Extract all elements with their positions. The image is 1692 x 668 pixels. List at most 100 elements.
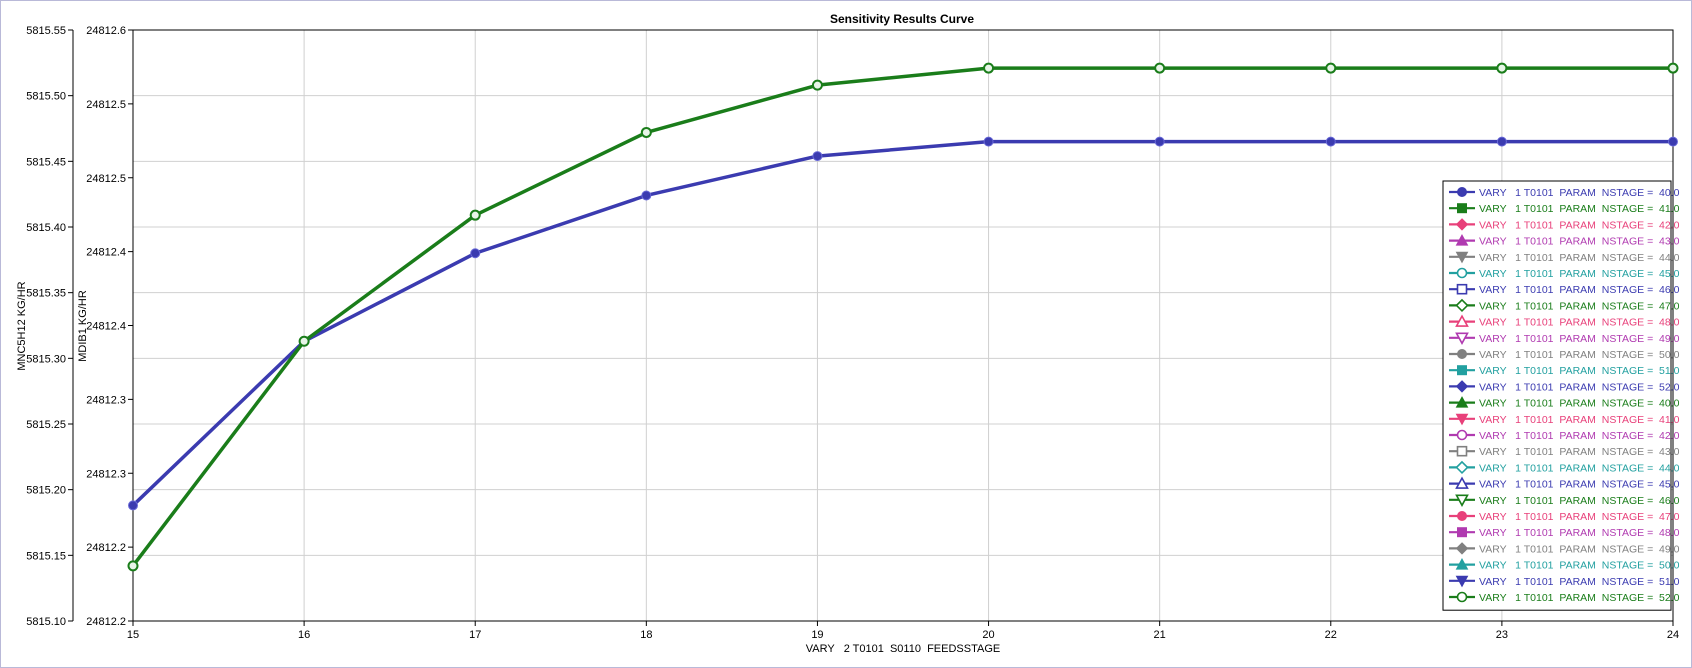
series-point	[641, 190, 652, 201]
legend-marker	[1456, 283, 1468, 295]
legend-label: VARY 1 T0101 PARAM NSTAGE = 40.0	[1479, 398, 1680, 410]
legend-marker	[1455, 542, 1469, 555]
x-tick-label: 21	[1154, 629, 1166, 641]
legend-marker	[1455, 476, 1469, 489]
y-right-tick-label: 24812.3	[86, 468, 126, 480]
legend-marker	[1456, 591, 1468, 603]
plot-area-border	[132, 29, 1674, 622]
legend-marker	[1457, 365, 1467, 376]
series-point	[469, 209, 481, 221]
legend-label: VARY 1 T0101 PARAM NSTAGE = 43.0	[1479, 236, 1680, 248]
series-point	[1496, 62, 1508, 74]
y-left-tick-label: 5815.50	[26, 91, 66, 103]
legend-item: VARY 1 T0101 PARAM NSTAGE = 40.0	[1449, 396, 1680, 410]
x-tick-label: 20	[982, 629, 994, 641]
legend-marker	[1455, 298, 1469, 313]
legend-marker	[1457, 349, 1467, 359]
x-tick-label: 17	[469, 629, 481, 641]
legend-item: VARY 1 T0101 PARAM NSTAGE = 41.0	[1449, 203, 1680, 215]
series-point	[812, 151, 823, 162]
series-point	[470, 248, 481, 259]
legend-label: VARY 1 T0101 PARAM NSTAGE = 51.0	[1479, 365, 1680, 377]
legend-label: VARY 1 T0101 PARAM NSTAGE = 42.0	[1479, 430, 1680, 442]
legend-label: VARY 1 T0101 PARAM NSTAGE = 44.0	[1479, 462, 1680, 474]
legend-marker	[1455, 218, 1469, 231]
chart-title: Sensitivity Results Curve	[830, 12, 974, 26]
y-right-tick-label: 24812.2	[86, 616, 126, 628]
legend-marker	[1455, 413, 1469, 426]
legend-item: VARY 1 T0101 PARAM NSTAGE = 45.0	[1449, 267, 1680, 280]
y-axis-left: 5815.10 5815.15 5815.20 5815.25 5815.30 5815.…	[26, 25, 74, 628]
legend-marker	[1455, 251, 1469, 264]
legend-label: VARY 1 T0101 PARAM NSTAGE = 52.0	[1479, 381, 1680, 393]
legend-label: VARY 1 T0101 PARAM NSTAGE = 42.0	[1479, 219, 1680, 231]
grid	[132, 29, 1674, 622]
legend-marker	[1457, 203, 1467, 214]
legend-label: VARY 1 T0101 PARAM NSTAGE = 40.0	[1479, 187, 1680, 199]
y-right-tick-label: 24812.4	[86, 247, 126, 259]
y-left-tick-label: 5815.25	[26, 419, 66, 431]
legend-marker	[1455, 558, 1469, 570]
series-point	[1668, 136, 1678, 147]
y-left-tick-label: 5815.35	[26, 288, 66, 300]
legend-box	[1442, 180, 1672, 611]
legend-item: VARY 1 T0101 PARAM NSTAGE = 43.0	[1449, 234, 1680, 248]
legend-marker	[1456, 429, 1468, 441]
y-left-tick-label: 5815.10	[26, 616, 66, 628]
series-line-2	[131, 66, 1673, 567]
series-point	[983, 62, 995, 74]
legend-label: VARY 1 T0101 PARAM NSTAGE = 41.0	[1479, 203, 1680, 215]
legend-item: VARY 1 T0101 PARAM NSTAGE = 50.0	[1449, 558, 1680, 572]
legend-item: VARY 1 T0101 PARAM NSTAGE = 46.0	[1449, 494, 1680, 507]
y-right-tick-label: 24812.2	[86, 542, 126, 554]
series-layer	[127, 62, 1679, 572]
legend-marker	[1455, 460, 1469, 475]
legend-item: VARY 1 T0101 PARAM NSTAGE = 51.0	[1449, 365, 1680, 377]
legend-label: VARY 1 T0101 PARAM NSTAGE = 43.0	[1479, 446, 1680, 458]
series-point	[1667, 62, 1679, 74]
legend-item: VARY 1 T0101 PARAM NSTAGE = 44.0	[1449, 252, 1680, 264]
legend-label: VARY 1 T0101 PARAM NSTAGE = 47.0	[1479, 300, 1680, 312]
legend-item: VARY 1 T0101 PARAM NSTAGE = 48.0	[1449, 314, 1680, 329]
legend-item: VARY 1 T0101 PARAM NSTAGE = 49.0	[1449, 542, 1680, 555]
legend-item: VARY 1 T0101 PARAM NSTAGE = 48.0	[1449, 527, 1680, 539]
legend-marker	[1455, 494, 1469, 507]
series-point	[1154, 136, 1165, 147]
legend-item: VARY 1 T0101 PARAM NSTAGE = 42.0	[1449, 218, 1680, 231]
legend-item: VARY 1 T0101 PARAM NSTAGE = 41.0	[1449, 413, 1680, 426]
legend-item: VARY 1 T0101 PARAM NSTAGE = 51.0	[1449, 575, 1680, 588]
series-point	[1496, 136, 1507, 147]
y-left-tick-label: 5815.45	[26, 156, 66, 168]
legend-label: VARY 1 T0101 PARAM NSTAGE = 48.0	[1479, 527, 1680, 539]
legend-label: VARY 1 T0101 PARAM NSTAGE = 49.0	[1479, 333, 1680, 345]
series-point	[127, 560, 139, 572]
legend-marker	[1455, 380, 1469, 393]
series-point	[128, 500, 138, 511]
legend-item: VARY 1 T0101 PARAM NSTAGE = 43.0	[1449, 445, 1680, 458]
y-left-tick-label: 5815.40	[26, 222, 66, 234]
y-left-tick-label: 5815.20	[26, 485, 66, 497]
series-point	[983, 136, 994, 147]
legend-label: VARY 1 T0101 PARAM NSTAGE = 50.0	[1479, 560, 1680, 572]
legend-label: VARY 1 T0101 PARAM NSTAGE = 45.0	[1479, 479, 1680, 491]
x-tick-label: 22	[1325, 629, 1337, 641]
x-tick-label: 23	[1496, 629, 1508, 641]
y-axis-right: 24812.2 24812.2 24812.3 24812.3 24812.4 24812…	[86, 25, 133, 628]
legend: VARY 1 T0101 PARAM NSTAGE = 40.0 VARY 1 T…	[1442, 180, 1680, 611]
x-tick-label: 24	[1667, 629, 1679, 641]
legend-item: VARY 1 T0101 PARAM NSTAGE = 44.0	[1449, 460, 1680, 475]
legend-label: VARY 1 T0101 PARAM NSTAGE = 41.0	[1479, 414, 1680, 426]
legend-item: VARY 1 T0101 PARAM NSTAGE = 50.0	[1449, 349, 1680, 361]
series-point	[1154, 62, 1166, 74]
legend-item: VARY 1 T0101 PARAM NSTAGE = 52.0	[1449, 591, 1680, 604]
legend-marker	[1455, 332, 1469, 345]
series-point	[298, 335, 310, 347]
series-point	[1325, 62, 1337, 74]
series-point	[640, 126, 652, 138]
legend-marker	[1456, 267, 1468, 279]
series-line-1	[131, 139, 1673, 507]
legend-label: VARY 1 T0101 PARAM NSTAGE = 46.0	[1479, 284, 1680, 296]
x-axis: 15 16 17 18 19 20 21 22 23 24	[127, 621, 1679, 641]
